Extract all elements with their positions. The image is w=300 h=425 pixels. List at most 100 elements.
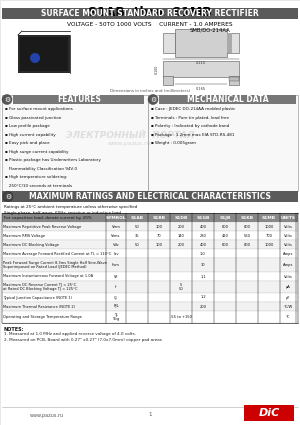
Text: 140: 140 — [178, 233, 184, 238]
Text: S1AB  thru  S1MB: S1AB thru S1MB — [88, 6, 212, 19]
Bar — [20, 37, 68, 71]
Text: Vrms: Vrms — [111, 233, 121, 238]
Text: 200: 200 — [200, 304, 206, 309]
Text: Maximum Instantaneous Forward Voltage at 1.0A: Maximum Instantaneous Forward Voltage at… — [3, 275, 93, 278]
Text: www.pazus.ru: www.pazus.ru — [108, 141, 152, 145]
Bar — [163, 33, 175, 53]
Text: SURFACE MOUNT STANDARD RECOVERY RECTIFIER: SURFACE MOUNT STANDARD RECOVERY RECTIFIE… — [41, 9, 259, 18]
Text: Peak Forward Surge Current 8.3ms Single Half Sine-Wave
Superimposed on Rated Loa: Peak Forward Surge Current 8.3ms Single … — [3, 261, 107, 269]
Text: ▪ Glass passivated junction: ▪ Glass passivated junction — [5, 116, 62, 119]
Text: Maximum DC Reverse Current TJ = 25°C
at Rated DC Blocking Voltage TJ = 125°C: Maximum DC Reverse Current TJ = 25°C at … — [3, 283, 77, 291]
Text: 50: 50 — [135, 224, 140, 229]
Text: ▪ Weight : 0.005gram: ▪ Weight : 0.005gram — [151, 141, 196, 145]
Text: 1. Measured at 1.0 MHz and applied reverse voltage of 4.0 volts.: 1. Measured at 1.0 MHz and applied rever… — [4, 332, 136, 337]
Text: 700: 700 — [266, 233, 272, 238]
Text: S1AB: S1AB — [130, 215, 144, 219]
Text: ⚙: ⚙ — [5, 193, 11, 199]
Text: ▪ High current capability: ▪ High current capability — [5, 133, 56, 136]
Text: 100: 100 — [155, 224, 163, 229]
Bar — [159, 95, 296, 104]
Bar — [163, 61, 239, 77]
Text: Amps: Amps — [283, 252, 293, 255]
Text: ▪ Plastic package has Underwriters Laboratory: ▪ Plastic package has Underwriters Labor… — [5, 158, 101, 162]
Text: ▪ Package : 1.2mm max EIA STD-RS-481: ▪ Package : 1.2mm max EIA STD-RS-481 — [151, 133, 234, 136]
Bar — [163, 76, 173, 85]
Text: TJ,
Tstg: TJ, Tstg — [112, 313, 120, 321]
Text: Cj: Cj — [114, 295, 118, 300]
Text: VOLTAGE - 50TO 1000 VOLTS    CURRENT - 1.0 AMPERES: VOLTAGE - 50TO 1000 VOLTS CURRENT - 1.0 … — [67, 22, 233, 27]
Text: 400: 400 — [200, 224, 206, 229]
Text: °C: °C — [286, 315, 290, 319]
Text: 560: 560 — [244, 233, 250, 238]
Text: S1BB: S1BB — [152, 215, 166, 219]
Text: Flammability Classification 94V-0: Flammability Classification 94V-0 — [5, 167, 77, 170]
Text: ▪ Polarity : Indicated by cathode band: ▪ Polarity : Indicated by cathode band — [151, 124, 229, 128]
Text: 600: 600 — [221, 243, 229, 246]
Text: 0.210: 0.210 — [196, 61, 206, 65]
Text: RJL: RJL — [113, 304, 119, 309]
Bar — [2, 213, 298, 222]
Text: Ifsm: Ifsm — [112, 263, 120, 267]
Text: 420: 420 — [222, 233, 228, 238]
Text: Maximum RMS Voltage: Maximum RMS Voltage — [3, 233, 45, 238]
Text: S1JB: S1JB — [219, 215, 231, 219]
Bar — [2, 231, 298, 240]
Text: Maximum Repetitive Peak Reverse Voltage: Maximum Repetitive Peak Reverse Voltage — [3, 224, 81, 229]
Text: ▪ High surge current capability: ▪ High surge current capability — [5, 150, 68, 153]
Text: Ratings at 25°C ambient temperature unless otherwise specified: Ratings at 25°C ambient temperature unle… — [4, 205, 137, 209]
Text: Single phase, half wave, 60Hz, resistive or inductive load: Single phase, half wave, 60Hz, resistive… — [4, 210, 121, 215]
Text: Amps: Amps — [283, 263, 293, 267]
Bar — [2, 311, 298, 323]
Text: FEATURES: FEATURES — [57, 95, 101, 104]
Bar — [244, 405, 294, 421]
Text: Vrrm: Vrrm — [112, 224, 120, 229]
Text: 0.165: 0.165 — [196, 87, 206, 91]
Text: 0.100: 0.100 — [155, 64, 159, 74]
Bar — [2, 191, 298, 202]
Text: Volts: Volts — [284, 224, 292, 229]
Text: °C/W: °C/W — [284, 304, 292, 309]
Text: DiC: DiC — [258, 408, 280, 418]
Bar — [2, 8, 298, 19]
Text: NOTES:: NOTES: — [4, 327, 25, 332]
Circle shape — [2, 94, 12, 105]
Text: 600: 600 — [221, 224, 229, 229]
Text: µA: µA — [286, 285, 290, 289]
Bar — [229, 76, 239, 85]
Bar — [13, 95, 144, 104]
Text: 250°C/10 seconds at terminals: 250°C/10 seconds at terminals — [5, 184, 72, 187]
Bar — [227, 33, 232, 53]
Bar — [2, 293, 298, 302]
Circle shape — [3, 192, 13, 201]
Bar — [2, 302, 298, 311]
Text: ▪ Easy pick and place: ▪ Easy pick and place — [5, 141, 50, 145]
Text: Volts: Volts — [284, 275, 292, 278]
Bar — [2, 249, 298, 258]
Text: Ir: Ir — [115, 285, 117, 289]
Text: ▪ For surface mount applications: ▪ For surface mount applications — [5, 107, 73, 111]
Text: 200: 200 — [178, 224, 184, 229]
Text: ▪ Low profile package: ▪ Low profile package — [5, 124, 50, 128]
Text: 2. Measured on PCB, Board with 0.27" x0.27" (7.0x7.0mm) copper pad areas: 2. Measured on PCB, Board with 0.27" x0.… — [4, 338, 162, 342]
Text: pF: pF — [286, 295, 290, 300]
Text: 35: 35 — [135, 233, 139, 238]
Text: www.pazus.ru: www.pazus.ru — [30, 413, 64, 417]
Text: VF: VF — [114, 275, 118, 278]
Text: UNITS: UNITS — [280, 215, 296, 219]
Text: 5
50: 5 50 — [178, 283, 183, 291]
Text: 1.0: 1.0 — [200, 252, 206, 255]
Text: 800: 800 — [244, 243, 250, 246]
Bar — [2, 272, 298, 281]
Text: 70: 70 — [157, 233, 161, 238]
Text: For capacitive load, derate current by 20%: For capacitive load, derate current by 2… — [4, 216, 92, 220]
Bar — [227, 33, 239, 53]
Text: 30: 30 — [201, 263, 205, 267]
Text: 800: 800 — [244, 224, 250, 229]
Bar — [2, 222, 298, 231]
Text: 1.1: 1.1 — [200, 275, 206, 278]
Circle shape — [148, 94, 158, 105]
Text: ⚙: ⚙ — [4, 96, 10, 102]
Bar — [229, 77, 239, 81]
Text: Operating and Storage Temperature Range: Operating and Storage Temperature Range — [3, 315, 82, 319]
Text: 50: 50 — [135, 243, 140, 246]
